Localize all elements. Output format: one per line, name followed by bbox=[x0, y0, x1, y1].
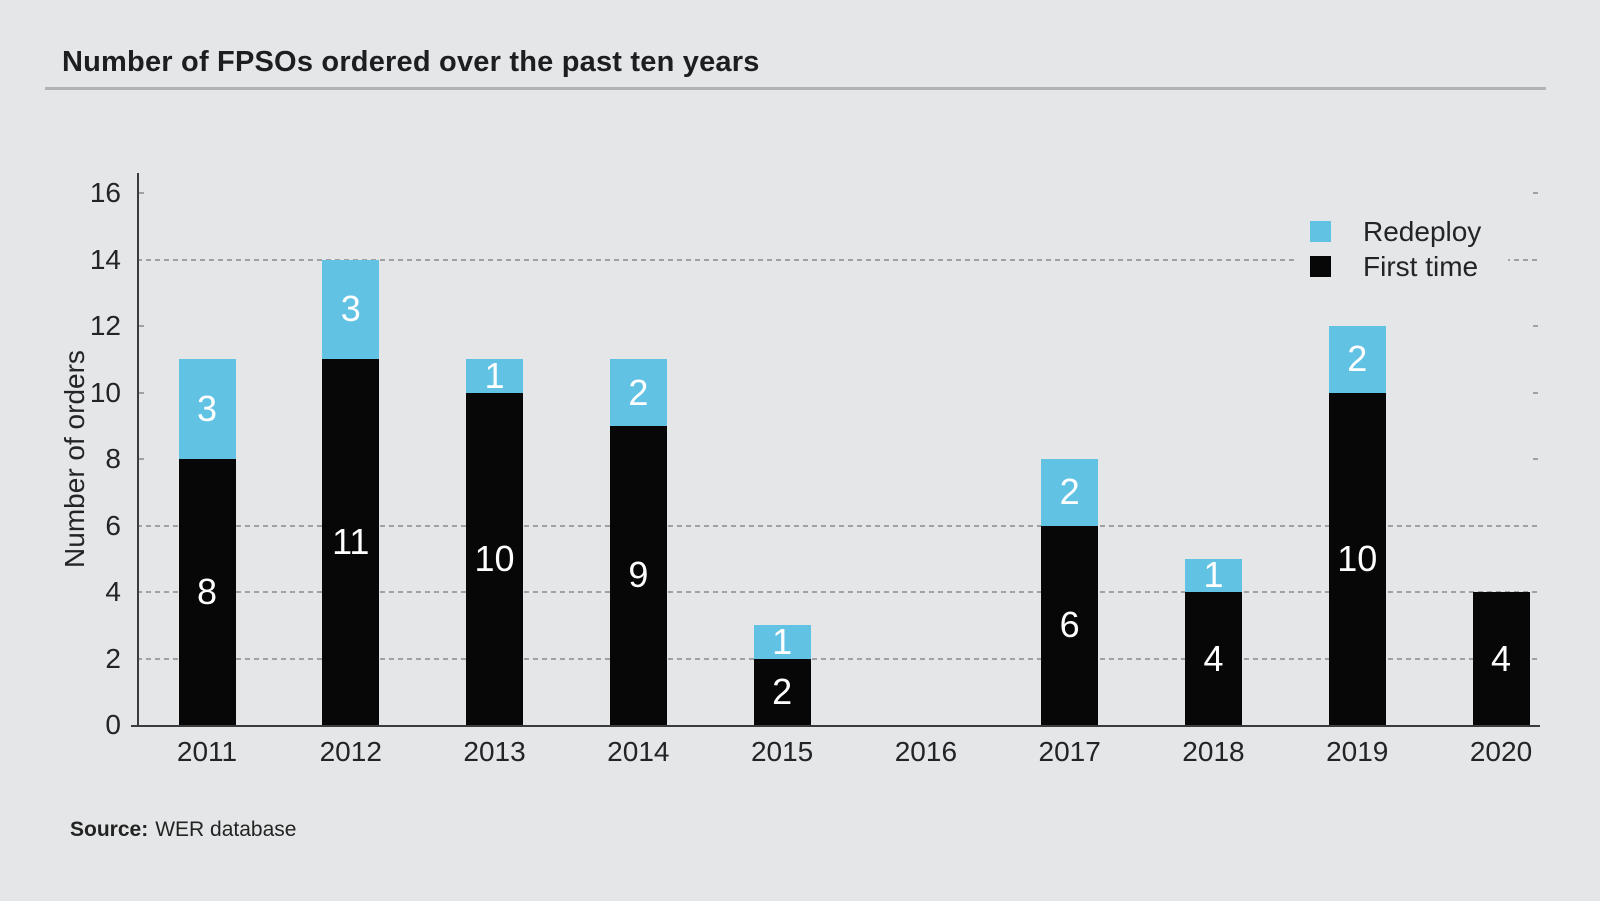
x-tick-label-2018: 2018 bbox=[1182, 736, 1245, 767]
source-label: Source: bbox=[70, 818, 149, 841]
bar-segment-first-time-2017: 6 bbox=[1041, 525, 1099, 725]
bar-segment-redeploy-2012: 3 bbox=[322, 259, 380, 360]
title-rule bbox=[45, 87, 1546, 90]
bar-value-redeploy-2013: 1 bbox=[484, 354, 505, 396]
legend-swatch-redeploy bbox=[1310, 221, 1331, 242]
bar-value-first-time-2017: 6 bbox=[1059, 604, 1080, 646]
gridline-stub-right-y10 bbox=[1533, 391, 1540, 394]
x-tick-label-2012: 2012 bbox=[319, 736, 382, 767]
bar-value-redeploy-2015: 1 bbox=[772, 620, 793, 662]
bar-segment-redeploy-2019: 2 bbox=[1328, 326, 1386, 393]
gridline-stub-right-y12 bbox=[1533, 325, 1540, 327]
bar-segment-first-time-2011: 8 bbox=[178, 459, 236, 725]
bar-segment-redeploy-2018: 1 bbox=[1184, 554, 1242, 596]
gridline-y14 bbox=[137, 258, 1540, 261]
bar-value-first-time-2014: 9 bbox=[628, 554, 649, 596]
y-tick-label-16: 16 bbox=[89, 177, 121, 208]
x-tick-label-2013: 2013 bbox=[463, 736, 526, 767]
bar-value-first-time-2015: 2 bbox=[772, 670, 793, 712]
y-axis-line bbox=[137, 173, 139, 725]
legend-label-redeploy: Redeploy bbox=[1363, 215, 1482, 247]
y-tick-label-14: 14 bbox=[89, 243, 121, 275]
bar-value-first-time-2011: 8 bbox=[196, 571, 218, 612]
x-tick-label-2011: 2011 bbox=[176, 736, 238, 767]
bar-value-first-time-2013: 10 bbox=[474, 537, 515, 579]
gridline-y6 bbox=[137, 524, 1540, 527]
legend: Redeploy First time bbox=[1296, 206, 1508, 292]
bar-value-redeploy-2011: 3 bbox=[196, 388, 218, 430]
legend-item-first-time: First time bbox=[1310, 249, 1508, 284]
bar-value-redeploy-2014: 2 bbox=[628, 371, 649, 413]
bar-segment-redeploy-2014: 2 bbox=[609, 359, 667, 426]
y-tick-label-10: 10 bbox=[89, 376, 121, 408]
x-tick-label-2015: 2015 bbox=[750, 736, 814, 767]
bar-value-redeploy-2017: 2 bbox=[1059, 471, 1080, 513]
bar-value-redeploy-2012: 3 bbox=[340, 288, 361, 330]
gridline-stub-left-y12 bbox=[139, 325, 146, 327]
source-line: Source: WER database bbox=[70, 818, 296, 842]
chart-title: Number of FPSOs ordered over the past te… bbox=[62, 46, 760, 78]
y-tick-label-8: 8 bbox=[105, 443, 121, 474]
bar-segment-first-time-2013: 10 bbox=[466, 392, 524, 725]
x-tick-label-2019: 2019 bbox=[1326, 736, 1389, 767]
y-tick-label-12: 12 bbox=[89, 310, 121, 341]
y-tick-label-4: 4 bbox=[105, 576, 121, 607]
gridline-y4 bbox=[137, 591, 1540, 593]
x-axis-line bbox=[131, 725, 1540, 727]
y-tick-label-6: 6 bbox=[105, 509, 121, 541]
bar-value-first-time-2019: 10 bbox=[1337, 537, 1378, 579]
bar-segment-first-time-2014: 9 bbox=[609, 425, 667, 725]
gridline-stub-right-y16 bbox=[1533, 192, 1540, 194]
y-axis-title: Number of orders bbox=[59, 350, 90, 568]
bar-segment-first-time-2015: 2 bbox=[753, 658, 811, 725]
bar-segment-first-time-2019: 10 bbox=[1328, 392, 1386, 725]
x-tick-label-2020: 2020 bbox=[1469, 736, 1533, 767]
x-tick-label-2017: 2017 bbox=[1038, 736, 1101, 767]
gridline-y2 bbox=[137, 657, 1540, 660]
legend-item-redeploy: Redeploy bbox=[1310, 214, 1508, 249]
x-tick-label-2014: 2014 bbox=[607, 736, 670, 767]
legend-label-first-time: First time bbox=[1363, 250, 1479, 282]
gridline-stub-left-y10 bbox=[139, 391, 146, 394]
bar-segment-redeploy-2011: 3 bbox=[178, 359, 236, 459]
source-text: WER database bbox=[155, 818, 297, 841]
bar-segment-first-time-2018: 4 bbox=[1184, 592, 1242, 725]
bar-value-first-time-2012: 11 bbox=[332, 521, 370, 563]
plot-area: 0 2 4 6 8 10 12 14 16 8 3 11 3 10 1 9 2 2 1 6 2 4 1 10 2 4 2011 2… bbox=[90, 173, 1540, 767]
bar-segment-first-time-2020: 4 bbox=[1472, 592, 1530, 725]
bar-segment-redeploy-2017: 2 bbox=[1041, 459, 1099, 526]
gridline-stub-left-y16 bbox=[139, 192, 146, 194]
bar-value-first-time-2018: 4 bbox=[1203, 637, 1224, 679]
bar-segment-redeploy-2015: 1 bbox=[753, 620, 811, 662]
bar-value-redeploy-2018: 1 bbox=[1203, 554, 1224, 596]
bar-value-first-time-2020: 4 bbox=[1491, 637, 1512, 679]
gridline-stub-right-y8 bbox=[1533, 458, 1540, 460]
legend-swatch-first-time bbox=[1310, 256, 1331, 277]
bar-value-redeploy-2019: 2 bbox=[1347, 338, 1368, 380]
gridline-stub-left-y8 bbox=[139, 458, 146, 460]
y-tick-label-0: 0 bbox=[105, 709, 121, 740]
bar-segment-first-time-2012: 11 bbox=[322, 359, 380, 725]
y-tick-label-2: 2 bbox=[105, 642, 121, 674]
bar-segment-redeploy-2013: 1 bbox=[466, 354, 524, 396]
x-tick-label-2016: 2016 bbox=[894, 736, 958, 767]
